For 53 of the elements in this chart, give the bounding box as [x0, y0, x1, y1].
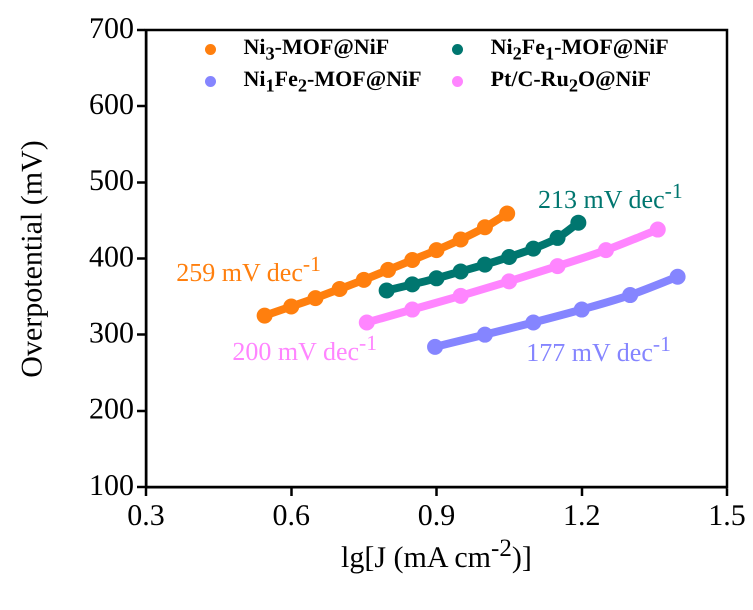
point	[404, 252, 420, 268]
x-axis-title: lg[J (mA cm$^{-2}$)]	[341, 535, 532, 575]
x-tick-label: 0.6	[272, 498, 310, 532]
y-tick-label: 500	[89, 164, 134, 198]
x-tick-label: 1.2	[563, 498, 600, 532]
point	[358, 314, 375, 330]
y-tick-label: 700	[89, 12, 134, 45]
legend-label: Ni$_{2}$Fe$_{1}$-MOF@NiF	[490, 34, 669, 64]
point	[574, 302, 590, 318]
point	[525, 314, 542, 330]
point	[452, 288, 469, 304]
y-axis-title: Overpotential (mV)	[15, 140, 50, 378]
point	[622, 287, 638, 304]
point	[428, 270, 444, 286]
point	[452, 231, 469, 248]
y-tick-label: 400	[89, 240, 134, 274]
point	[670, 268, 686, 285]
point	[452, 263, 469, 280]
point	[650, 222, 666, 238]
annotation: 177 mV dec$^{-1}$	[526, 332, 671, 368]
y-tick-label: 300	[89, 316, 134, 350]
annotation: 200 mV dec$^{-1}$	[232, 332, 378, 368]
annotation: 259 mV dec$^{-1}$	[176, 252, 321, 288]
point	[256, 308, 273, 324]
point	[499, 206, 516, 222]
legend-label: Ni$_{3}$-MOF@NiF	[244, 34, 390, 64]
point	[570, 214, 586, 231]
point	[598, 242, 614, 258]
point	[404, 276, 420, 292]
x-tick-label: 0.9	[418, 498, 456, 532]
point	[476, 256, 493, 273]
y-tick-label: 600	[89, 88, 134, 122]
legend-label: Pt/C-Ru$_{2}$O@NiF	[490, 66, 651, 97]
point	[404, 302, 420, 318]
point	[378, 282, 395, 298]
point	[476, 219, 493, 236]
point	[356, 272, 372, 288]
point	[501, 273, 518, 290]
point	[550, 230, 566, 246]
point	[332, 280, 348, 297]
point	[476, 326, 493, 343]
point	[428, 242, 444, 258]
point	[550, 258, 566, 274]
x-tick-label: 1.5	[708, 498, 746, 532]
point	[427, 338, 444, 355]
annotation: 213 mV dec$^{-1}$	[538, 178, 683, 215]
legend-label: Ni$_{1}$Fe$_{2}$-MOF@NiF	[244, 66, 422, 97]
y-tick-label: 200	[89, 392, 134, 426]
point	[380, 262, 396, 278]
point	[525, 240, 542, 257]
point	[307, 290, 324, 306]
point	[283, 298, 300, 314]
point	[501, 248, 518, 265]
